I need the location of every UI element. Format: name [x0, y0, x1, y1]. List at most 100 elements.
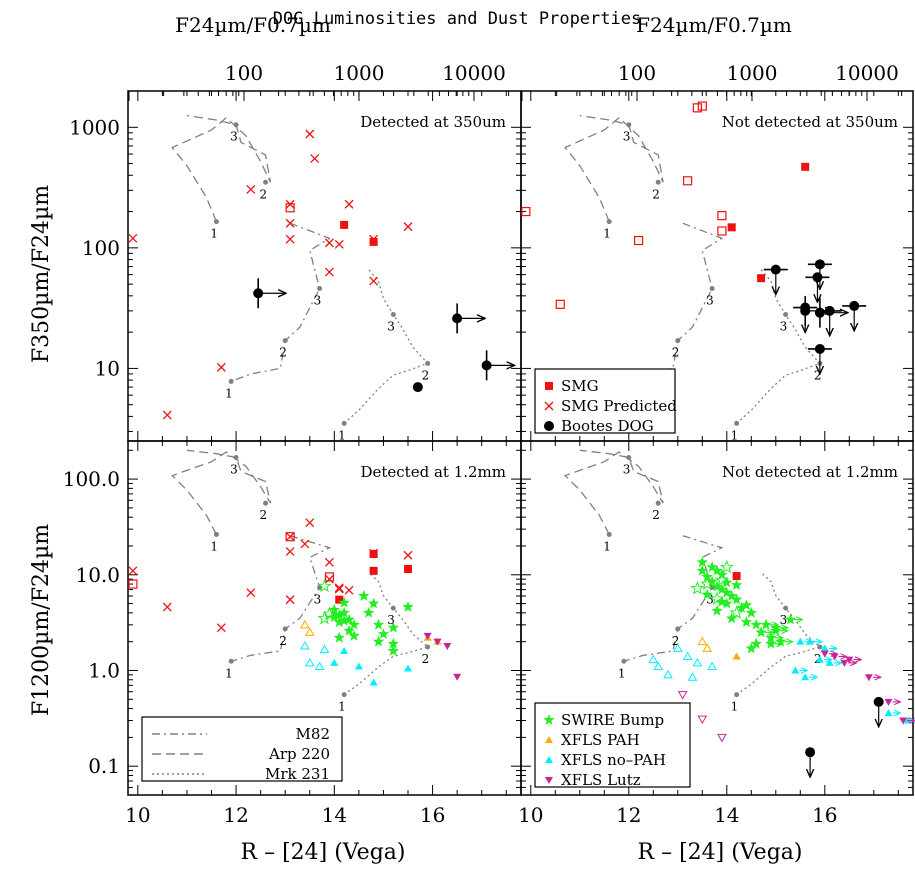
template-point	[783, 312, 789, 318]
swire_filled-point	[730, 593, 743, 605]
template-point	[817, 644, 823, 650]
smg_open-point	[682, 176, 693, 186]
xfls_nopah_filled-point	[354, 662, 363, 670]
template-label: 1	[731, 428, 739, 442]
swire_filled-point	[328, 603, 340, 615]
template-label: 3	[314, 593, 322, 607]
template-label: 3	[314, 294, 322, 308]
smg_predicted_upper-point	[369, 234, 379, 244]
legend-top-right: SMG SMG Predicted Bootes DOG	[534, 368, 677, 435]
template-label: 2	[422, 368, 430, 382]
panel-annotation: Not detected at 1.2mm	[722, 463, 898, 481]
xfls_lutz_filled-point	[423, 632, 432, 640]
template-point	[675, 338, 681, 344]
swire_filled-point	[387, 621, 399, 633]
x-tick-label: 10	[518, 803, 543, 827]
swire_filled-point	[716, 596, 728, 607]
template-point	[734, 692, 740, 698]
swire_filled-point	[701, 570, 713, 582]
xfls_lutz_filled-point	[820, 650, 829, 658]
x-tick-label: 10	[125, 803, 150, 827]
xfls_nopah_filled-point	[404, 664, 413, 672]
y-axis-label-bottom: F1200µm/F24µm	[29, 524, 54, 716]
template-point	[425, 644, 431, 650]
template-point	[734, 420, 740, 426]
swire_filled-point	[750, 618, 762, 630]
top-tick-label: 100	[618, 61, 656, 85]
template-m82	[623, 535, 724, 662]
smg-point	[369, 566, 378, 575]
swire_open-point	[729, 605, 744, 619]
xfls_nopah_open-point	[304, 657, 315, 667]
smg_predicted_upper-point	[216, 623, 226, 633]
xfls_nopah_open-point	[299, 641, 310, 650]
legend-label: SMG	[561, 377, 599, 395]
smg_predicted_upper-point	[403, 222, 413, 232]
template-label: 2	[260, 187, 268, 201]
swire_filled-point	[706, 561, 718, 573]
smg_predicted_upper-point	[216, 362, 226, 372]
swire_open-point	[714, 572, 729, 587]
swire_filled-point	[343, 624, 355, 636]
smg-point	[340, 220, 349, 229]
template-point	[606, 219, 612, 225]
smg_predicted_upper-point	[324, 574, 334, 584]
swire_filled-point	[696, 556, 708, 568]
smg_predicted_upper-point	[344, 199, 354, 209]
xfls_nopah_open-point	[648, 654, 659, 664]
template-point	[425, 360, 431, 366]
swire_filled-point	[755, 626, 767, 638]
template-label: 2	[672, 634, 680, 648]
swire_filled-point	[338, 596, 350, 608]
smg_predicted_open-point	[128, 579, 138, 589]
swire_filled-point	[740, 616, 753, 627]
swire_filled-point	[760, 618, 772, 630]
smg_open-point	[633, 235, 644, 246]
swire_filled-point	[784, 613, 797, 625]
template-label: 2	[422, 652, 430, 666]
smg-point	[732, 572, 741, 581]
swire_open-point	[700, 576, 715, 591]
swire_filled-point	[343, 613, 355, 625]
panel-frame	[127, 90, 522, 442]
template-point	[213, 531, 219, 537]
smg_predicted_upper-point	[285, 234, 295, 244]
smg_predicted_upper-point	[344, 585, 354, 595]
template-point	[228, 658, 234, 664]
template-point	[213, 219, 219, 225]
y-tick-label: 100	[82, 236, 120, 260]
smg-point	[757, 274, 766, 283]
swire_filled-point	[333, 616, 345, 627]
xfls_nopah_filled-point	[330, 658, 339, 666]
x-tick-label: 16	[420, 803, 445, 827]
template-point	[390, 605, 396, 611]
y-tick-label: 10	[95, 356, 120, 380]
template-label: 2	[814, 652, 822, 666]
xfls_pah_open-point	[697, 636, 708, 646]
smg_predicted_upper-point	[369, 276, 379, 286]
template-point	[675, 626, 681, 632]
top-tick-label: 1000	[334, 61, 385, 85]
smg_predicted_upper-point	[300, 539, 310, 549]
top-tick-label: 10000	[442, 61, 506, 85]
smg-point	[801, 162, 810, 171]
template-point	[341, 692, 347, 698]
swire_filled-point	[402, 601, 414, 612]
template-label: 3	[387, 320, 395, 334]
xfls_lutz_open-point	[697, 715, 708, 725]
swire_filled-point	[363, 606, 375, 618]
y-label-top: F350µm/F24µm	[29, 185, 54, 363]
smg_open-point	[717, 226, 727, 236]
template-label: 3	[387, 613, 395, 627]
template-point	[655, 179, 661, 185]
template-mrk231	[343, 269, 429, 424]
panel-annotation: Detected at 1.2mm	[360, 463, 506, 481]
swire_filled-point	[765, 631, 777, 643]
top-axis-label-left: F24µm/F0.7µm	[175, 13, 331, 37]
smg-point	[369, 237, 378, 246]
smg_predicted_open-point	[285, 532, 295, 542]
legend-label: XFLS PAH	[561, 731, 640, 749]
legend-label: Arp 220	[268, 745, 330, 763]
template-label: 1	[225, 666, 233, 680]
